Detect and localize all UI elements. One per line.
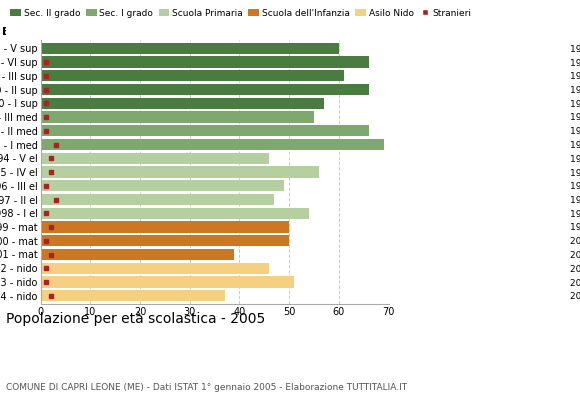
- Bar: [41, 84, 369, 95]
- Bar: [41, 98, 324, 109]
- Bar: [41, 111, 314, 123]
- Text: Età: Età: [2, 27, 23, 37]
- Bar: [41, 43, 339, 54]
- Legend: Sec. II grado, Sec. I grado, Scuola Primaria, Scuola dell'Infanzia, Asilo Nido, : Sec. II grado, Sec. I grado, Scuola Prim…: [10, 8, 472, 18]
- Bar: [41, 70, 344, 81]
- Bar: [41, 139, 383, 150]
- Text: COMUNE DI CAPRI LEONE (ME) - Dati ISTAT 1° gennaio 2005 - Elaborazione TUTTITALI: COMUNE DI CAPRI LEONE (ME) - Dati ISTAT …: [6, 383, 407, 392]
- Bar: [41, 208, 309, 219]
- Bar: [41, 166, 319, 178]
- Bar: [41, 56, 369, 68]
- Bar: [41, 180, 284, 191]
- Bar: [41, 153, 269, 164]
- Bar: [41, 194, 274, 205]
- Bar: [41, 125, 369, 136]
- Bar: [41, 221, 289, 233]
- Bar: [41, 235, 289, 246]
- Text: Anno di nascita: Anno di nascita: [394, 27, 491, 37]
- Bar: [41, 249, 234, 260]
- Text: Popolazione per età scolastica - 2005: Popolazione per età scolastica - 2005: [6, 312, 265, 326]
- Bar: [41, 290, 224, 301]
- Bar: [41, 276, 294, 288]
- Bar: [41, 263, 269, 274]
